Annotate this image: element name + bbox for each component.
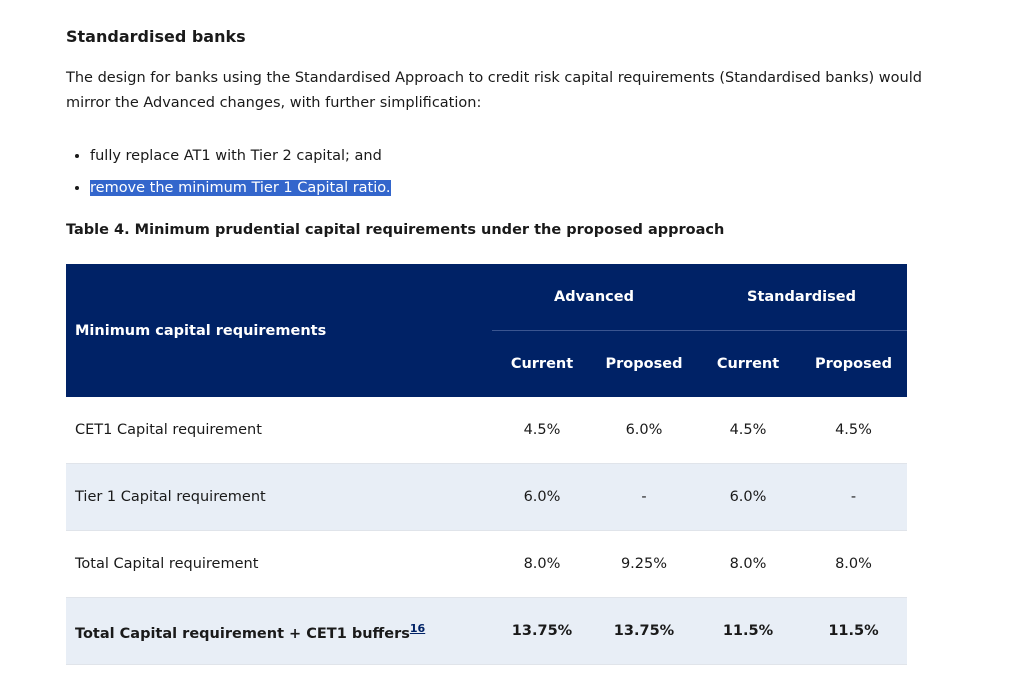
row-label: CET1 Capital requirement [66,397,492,464]
cell: - [592,463,696,531]
bullet-list: fully replace AT1 with Tier 2 capital; a… [66,140,391,204]
cell: 6.0% [592,397,696,464]
row-label: Tier 1 Capital requirement [66,463,492,531]
cell: 8.0% [696,530,800,598]
selected-text[interactable]: remove the minimum Tier 1 Capital ratio. [90,180,391,196]
row-label: Total Capital requirement [66,530,492,598]
cell: 11.5% [696,597,800,665]
table-row: CET1 Capital requirement 4.5% 6.0% 4.5% … [66,397,907,464]
column-header: Proposed [592,330,696,397]
group-header-advanced: Advanced [492,264,696,331]
intro-paragraph: The design for banks using the Standardi… [66,70,922,111]
cell: 6.0% [696,463,800,531]
section-heading: Standardised banks [66,27,246,46]
cell: - [800,463,907,531]
cell: 8.0% [492,530,592,598]
list-item: remove the minimum Tier 1 Capital ratio. [90,172,391,204]
cell: 13.75% [592,597,696,665]
cell: 11.5% [800,597,907,665]
table-row: Total Capital requirement + CET1 buffers… [66,597,907,665]
cell: 8.0% [800,530,907,598]
capital-requirements-table: Minimum capital requirements Advanced St… [66,264,907,665]
table-row: Tier 1 Capital requirement 6.0% - 6.0% - [66,463,907,531]
column-header: Current [696,330,800,397]
cell: 4.5% [492,397,592,464]
cell: 9.25% [592,530,696,598]
column-header: Current [492,330,592,397]
row-header: Minimum capital requirements [66,264,492,397]
table-row: Total Capital requirement 8.0% 9.25% 8.0… [66,530,907,598]
row-label-text: Total Capital requirement + CET1 buffers [75,625,410,642]
footnote-link[interactable]: 16 [409,621,426,635]
cell: 13.75% [492,597,592,665]
cell: 4.5% [800,397,907,464]
table-caption: Table 4. Minimum prudential capital requ… [66,222,725,238]
list-item: fully replace AT1 with Tier 2 capital; a… [90,140,391,172]
row-label: Total Capital requirement + CET1 buffers… [66,597,492,665]
column-header: Proposed [800,330,907,397]
cell: 6.0% [492,463,592,531]
group-header-standardised: Standardised [696,264,907,331]
cell: 4.5% [696,397,800,464]
